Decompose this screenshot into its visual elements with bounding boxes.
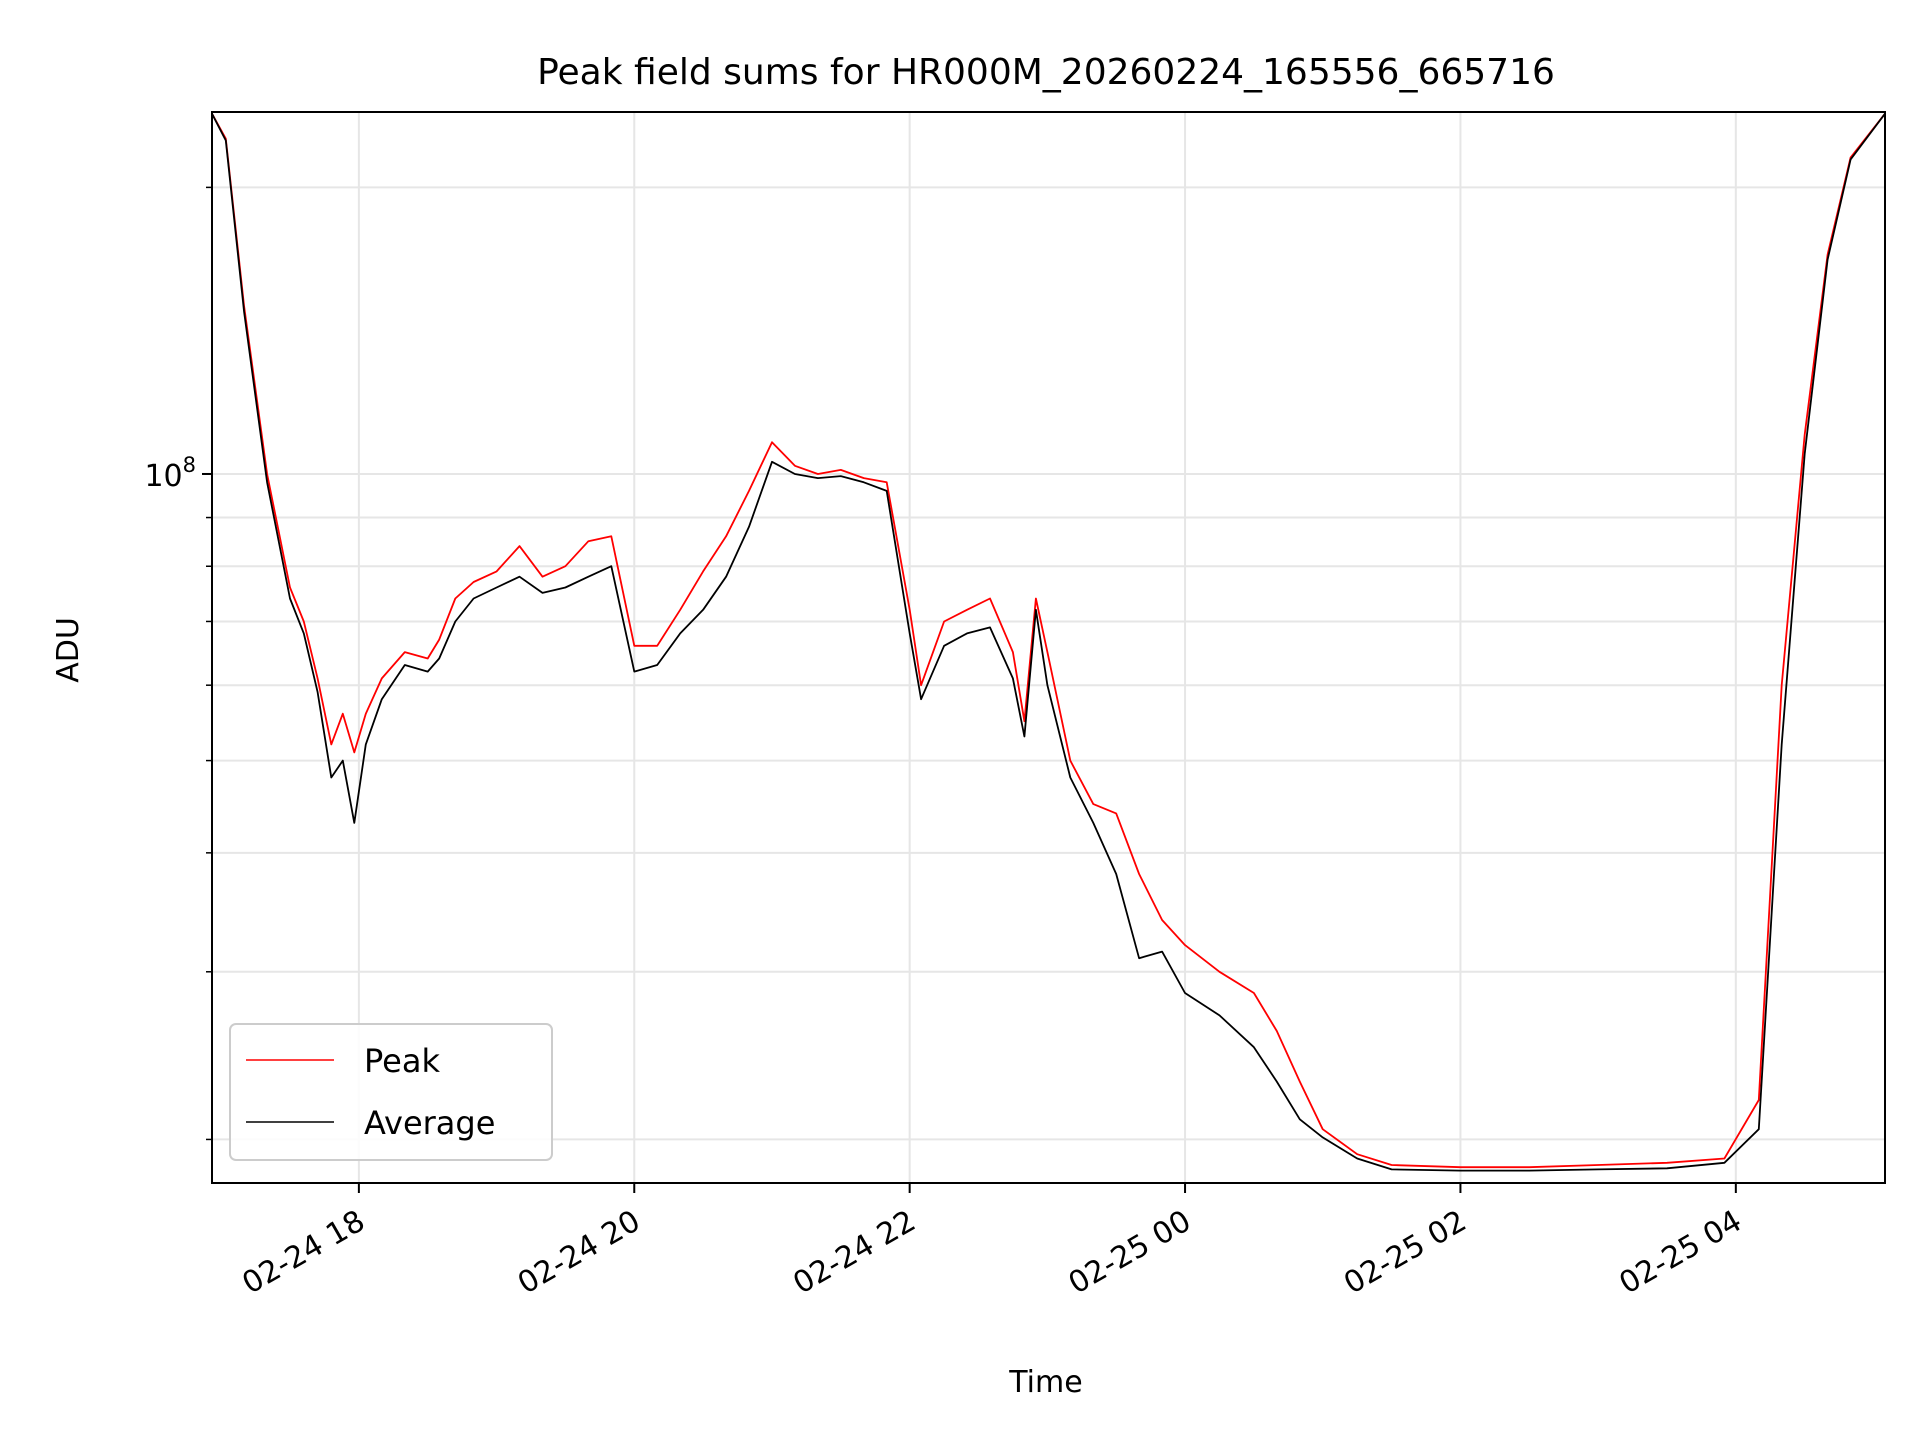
- y-axis-label: ADU: [51, 617, 86, 683]
- y-tick-label-exponent: 8: [183, 453, 196, 477]
- legend-average-label: Average: [364, 1104, 495, 1142]
- legend: Peak Average: [230, 1024, 552, 1160]
- legend-peak-label: Peak: [364, 1042, 440, 1080]
- chart-title: Peak field sums for HR000M_20260224_1655…: [537, 52, 1555, 93]
- x-axis-label: Time: [1008, 1365, 1082, 1400]
- y-tick-label-base: 10: [144, 459, 182, 494]
